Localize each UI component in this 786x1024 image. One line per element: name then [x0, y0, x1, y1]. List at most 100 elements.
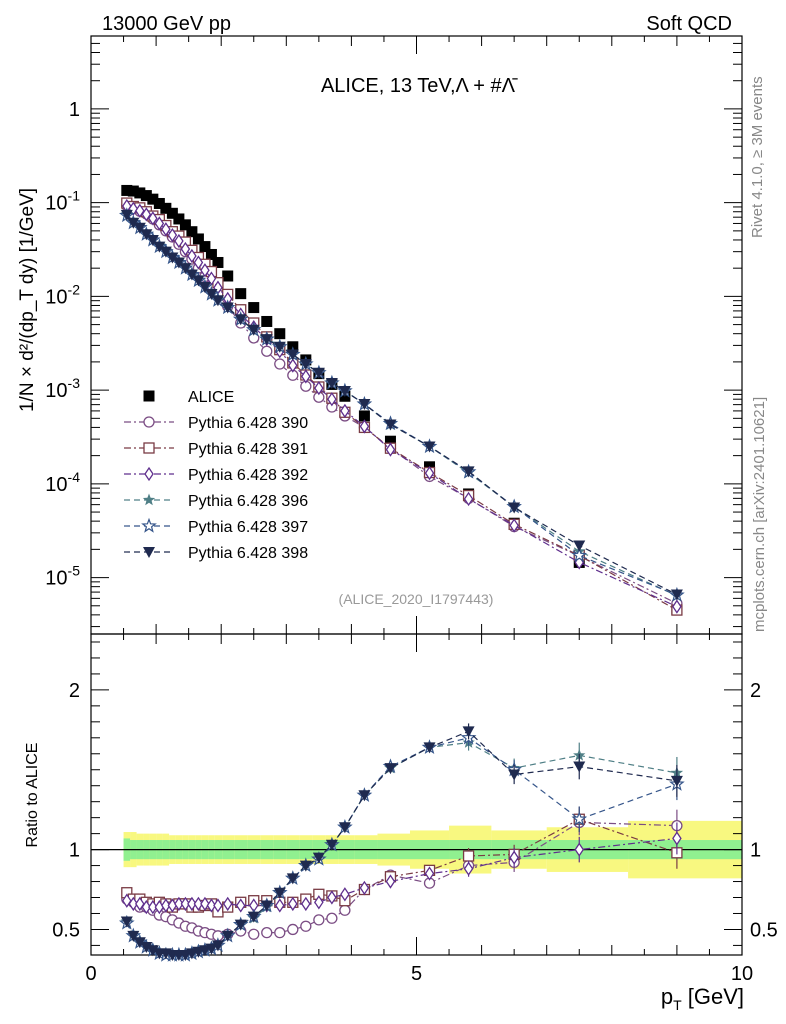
- ratio-point: [180, 896, 191, 912]
- data-point: [179, 219, 191, 231]
- data-point: [211, 295, 224, 307]
- ratio-point: [571, 811, 588, 826]
- series-pythia-6-428-398: [120, 209, 683, 601]
- ratio-point: [222, 896, 233, 912]
- ratio-point: [509, 850, 519, 865]
- data-point: [312, 367, 325, 379]
- data-point: [221, 302, 234, 314]
- data-point: [340, 403, 350, 419]
- ratio-point: [247, 911, 260, 923]
- data-point: [288, 358, 298, 373]
- data-point: [273, 341, 286, 353]
- ratio-point: [358, 790, 371, 802]
- data-point: [327, 392, 337, 407]
- data-point: [509, 518, 519, 533]
- ratio-point: [141, 899, 152, 915]
- legend-marker: [144, 466, 154, 482]
- legend: ALICE Pythia 6.428 390 Pythia 6.428 391 Pyt…: [124, 389, 308, 562]
- ratio-point: [148, 899, 158, 915]
- ratio-series: [118, 723, 685, 962]
- y-tick-label: 10-1: [45, 188, 80, 215]
- legend-label: Pythia 6.428 396: [188, 493, 308, 510]
- data-point: [180, 241, 191, 257]
- ratio-point: [260, 900, 273, 912]
- data-point: [247, 324, 260, 336]
- data-point: [463, 491, 474, 507]
- ratio-point: [274, 926, 286, 939]
- ratio-point: [286, 873, 299, 885]
- data-point: [384, 419, 397, 431]
- x-tick-label: 0: [85, 963, 96, 985]
- ratio-point: [312, 852, 325, 864]
- legend-item-pythia-6-428-390: Pythia 6.428 390: [124, 415, 308, 432]
- data-point: [166, 207, 178, 219]
- data-point: [222, 270, 234, 282]
- data-point: [120, 209, 133, 221]
- legend-label: Pythia 6.428 397: [188, 519, 308, 536]
- data-point: [167, 227, 178, 243]
- y-tick-label: 10-4: [45, 469, 80, 496]
- ratio-point: [261, 926, 273, 939]
- ratio-point: [339, 904, 351, 916]
- ratio-point: [275, 898, 285, 913]
- y-tick-label: 10-5: [45, 563, 80, 590]
- ratio-point: [200, 896, 210, 912]
- ratio-point: [301, 896, 311, 912]
- ratio-point: [273, 887, 286, 899]
- ratio-point: [384, 763, 397, 775]
- ratio-y-tick-label-right: 0.5: [750, 919, 778, 941]
- ratio-point: [235, 898, 246, 913]
- ratio-point: [313, 914, 325, 926]
- ratio-point: [140, 942, 153, 954]
- legend-marker: [143, 416, 155, 428]
- ratio-point: [340, 887, 350, 902]
- ratio-point: [338, 822, 351, 834]
- legend-item-pythia-6-428-396: Pythia 6.428 396: [124, 493, 308, 510]
- ratio-point: [146, 945, 159, 957]
- x-tick-label: 5: [411, 963, 422, 985]
- data-point: [198, 281, 211, 293]
- data-point: [261, 345, 273, 357]
- y-tick-label: 1: [69, 99, 80, 121]
- data-point: [121, 184, 133, 196]
- data-point: [205, 289, 218, 301]
- ratio-point: [573, 761, 586, 773]
- ratio-point: [359, 880, 370, 896]
- legend-label: Pythia 6.428 391: [188, 441, 308, 458]
- data-point: [134, 187, 146, 199]
- data-point: [423, 441, 436, 453]
- y-tick-label: 10-2: [45, 281, 80, 308]
- ratio-point: [205, 943, 218, 955]
- ratio-point: [193, 896, 204, 912]
- x-tick-label: 10: [731, 963, 753, 985]
- legend-marker: [143, 547, 155, 558]
- main-ylabel: 1/N × d²/(dp_T dy) [1/GeV]: [17, 188, 38, 412]
- ratio-point: [299, 860, 312, 872]
- legend-item-pythia-6-428-397: Pythia 6.428 397: [124, 517, 308, 536]
- ratio-point: [508, 769, 521, 781]
- y-tick-label: 10-3: [45, 375, 80, 402]
- ratio-point: [206, 898, 217, 913]
- data-point: [193, 255, 204, 270]
- ratio-point: [424, 866, 435, 881]
- data-point: [140, 229, 153, 241]
- ratio-point: [174, 896, 184, 912]
- ratio-point: [128, 896, 139, 912]
- ratio-y-tick-label-right: 1: [750, 840, 761, 862]
- data-point: [358, 410, 370, 422]
- header-right: Soft QCD: [646, 13, 732, 35]
- ratio-y-tick-label: 2: [69, 680, 80, 702]
- data-point: [147, 193, 159, 205]
- legend-label: ALICE: [188, 389, 234, 406]
- data-point: [248, 302, 260, 314]
- ratio-point: [288, 896, 298, 912]
- data-point: [135, 203, 145, 218]
- legend-label: Pythia 6.428 390: [188, 415, 308, 432]
- data-point: [172, 257, 185, 269]
- ratio-point: [574, 842, 585, 857]
- data-point: [212, 256, 224, 268]
- header-left: 13000 GeV pp: [102, 13, 231, 35]
- data-point: [384, 435, 396, 447]
- ratio-point: [423, 742, 436, 754]
- data-point: [260, 334, 273, 346]
